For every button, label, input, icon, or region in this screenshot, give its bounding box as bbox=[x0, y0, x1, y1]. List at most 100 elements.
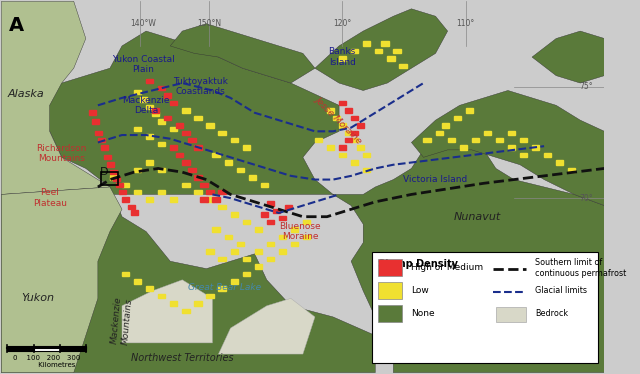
Bar bbox=[520, 153, 527, 157]
Bar bbox=[230, 279, 238, 283]
Bar bbox=[218, 190, 226, 194]
Bar bbox=[170, 101, 177, 105]
Bar bbox=[182, 108, 189, 113]
Text: Glacial limits: Glacial limits bbox=[535, 286, 587, 295]
Bar bbox=[351, 138, 358, 142]
Text: Alaska: Alaska bbox=[7, 89, 44, 99]
Bar bbox=[243, 272, 250, 276]
Bar bbox=[255, 227, 262, 232]
Bar bbox=[146, 134, 154, 139]
Bar bbox=[182, 183, 189, 187]
Bar bbox=[267, 220, 274, 224]
Bar bbox=[98, 138, 105, 142]
Text: 150°N: 150°N bbox=[197, 19, 221, 28]
Text: Peel
Plateau: Peel Plateau bbox=[33, 188, 67, 208]
Text: Mackenzie
Delta: Mackenzie Delta bbox=[122, 96, 170, 115]
Bar bbox=[182, 160, 189, 165]
Bar bbox=[33, 346, 60, 352]
Polygon shape bbox=[1, 1, 110, 194]
Bar bbox=[339, 101, 346, 105]
Bar bbox=[230, 212, 238, 217]
Bar bbox=[146, 105, 154, 109]
Bar bbox=[387, 56, 394, 61]
Bar bbox=[140, 97, 147, 102]
Bar bbox=[122, 183, 129, 187]
Bar bbox=[92, 119, 99, 124]
Bar bbox=[442, 123, 449, 128]
Bar bbox=[520, 138, 527, 142]
Text: 0    100   200   300
         Kilometres: 0 100 200 300 Kilometres bbox=[13, 355, 80, 368]
Bar bbox=[255, 264, 262, 269]
Bar bbox=[188, 168, 196, 172]
Bar bbox=[152, 108, 159, 113]
Polygon shape bbox=[122, 280, 212, 343]
Text: Low: Low bbox=[412, 286, 429, 295]
Bar bbox=[195, 175, 202, 180]
Bar bbox=[170, 145, 177, 150]
Bar bbox=[508, 131, 515, 135]
Bar bbox=[339, 145, 346, 150]
Bar bbox=[496, 138, 503, 142]
Bar bbox=[164, 116, 172, 120]
Bar bbox=[164, 94, 172, 98]
Bar bbox=[243, 257, 250, 261]
Bar bbox=[532, 145, 540, 150]
Bar bbox=[89, 110, 96, 114]
Bar bbox=[378, 306, 403, 322]
Bar bbox=[267, 242, 274, 246]
Bar bbox=[212, 153, 220, 157]
Bar bbox=[158, 142, 165, 146]
Text: Victoria Island: Victoria Island bbox=[403, 175, 468, 184]
Bar bbox=[243, 145, 250, 150]
Bar bbox=[218, 205, 226, 209]
Bar bbox=[375, 49, 383, 53]
Bar bbox=[267, 257, 274, 261]
Text: High or Medium: High or Medium bbox=[412, 263, 484, 272]
Bar bbox=[436, 131, 443, 135]
Bar bbox=[345, 138, 353, 142]
Bar bbox=[327, 108, 334, 113]
Bar bbox=[357, 145, 364, 150]
Bar bbox=[237, 242, 244, 246]
Bar bbox=[207, 190, 214, 194]
Bar bbox=[113, 177, 120, 181]
Bar bbox=[170, 127, 177, 131]
Bar bbox=[351, 49, 358, 53]
Bar bbox=[207, 249, 214, 254]
Bar bbox=[207, 123, 214, 128]
Bar bbox=[339, 56, 346, 61]
Bar bbox=[267, 201, 274, 206]
Bar bbox=[101, 172, 118, 185]
Bar bbox=[357, 123, 364, 128]
Bar bbox=[218, 257, 226, 261]
Bar bbox=[345, 131, 353, 135]
Text: Richardson
Mountains: Richardson Mountains bbox=[36, 144, 87, 163]
Bar bbox=[158, 168, 165, 172]
Bar bbox=[107, 162, 114, 166]
Bar bbox=[378, 282, 403, 299]
Text: Yukon Coastal
Plain: Yukon Coastal Plain bbox=[112, 55, 175, 74]
Bar bbox=[243, 220, 250, 224]
Bar bbox=[122, 272, 129, 276]
Bar bbox=[60, 346, 86, 352]
Bar bbox=[378, 260, 403, 276]
Bar bbox=[116, 183, 123, 187]
Bar bbox=[200, 197, 207, 202]
Bar bbox=[170, 301, 177, 306]
Bar bbox=[110, 175, 117, 180]
Polygon shape bbox=[170, 24, 315, 83]
Bar bbox=[333, 116, 340, 120]
Bar bbox=[158, 190, 165, 194]
Bar bbox=[466, 108, 473, 113]
Bar bbox=[218, 286, 226, 291]
Bar bbox=[8, 346, 33, 352]
Bar bbox=[207, 294, 214, 298]
Text: 120°: 120° bbox=[333, 19, 351, 28]
Bar bbox=[260, 212, 268, 217]
Bar bbox=[134, 90, 141, 94]
Bar bbox=[248, 175, 256, 180]
Bar bbox=[303, 234, 310, 239]
Bar bbox=[381, 42, 388, 46]
Bar bbox=[225, 234, 232, 239]
Bar bbox=[394, 49, 401, 53]
